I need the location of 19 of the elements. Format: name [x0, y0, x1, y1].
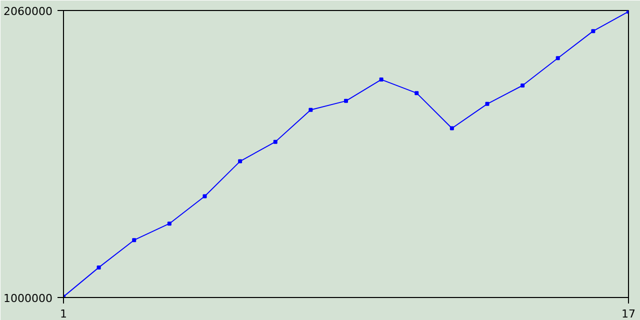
y-tick-label: 1000000 [4, 292, 53, 305]
point [344, 98, 348, 103]
point [520, 84, 525, 88]
x-tick-label: 1 [60, 308, 67, 320]
point [167, 222, 172, 226]
point [202, 194, 207, 198]
y-tick-label: 2060000 [4, 5, 53, 18]
point [556, 56, 560, 60]
point [96, 265, 101, 270]
point [273, 140, 278, 144]
x-tick-label: 17 [622, 308, 636, 320]
point [485, 102, 490, 106]
point [308, 108, 313, 112]
point [238, 159, 242, 164]
point [132, 238, 136, 242]
point [414, 91, 419, 96]
point [450, 126, 454, 130]
point [379, 78, 384, 82]
point [591, 29, 596, 34]
